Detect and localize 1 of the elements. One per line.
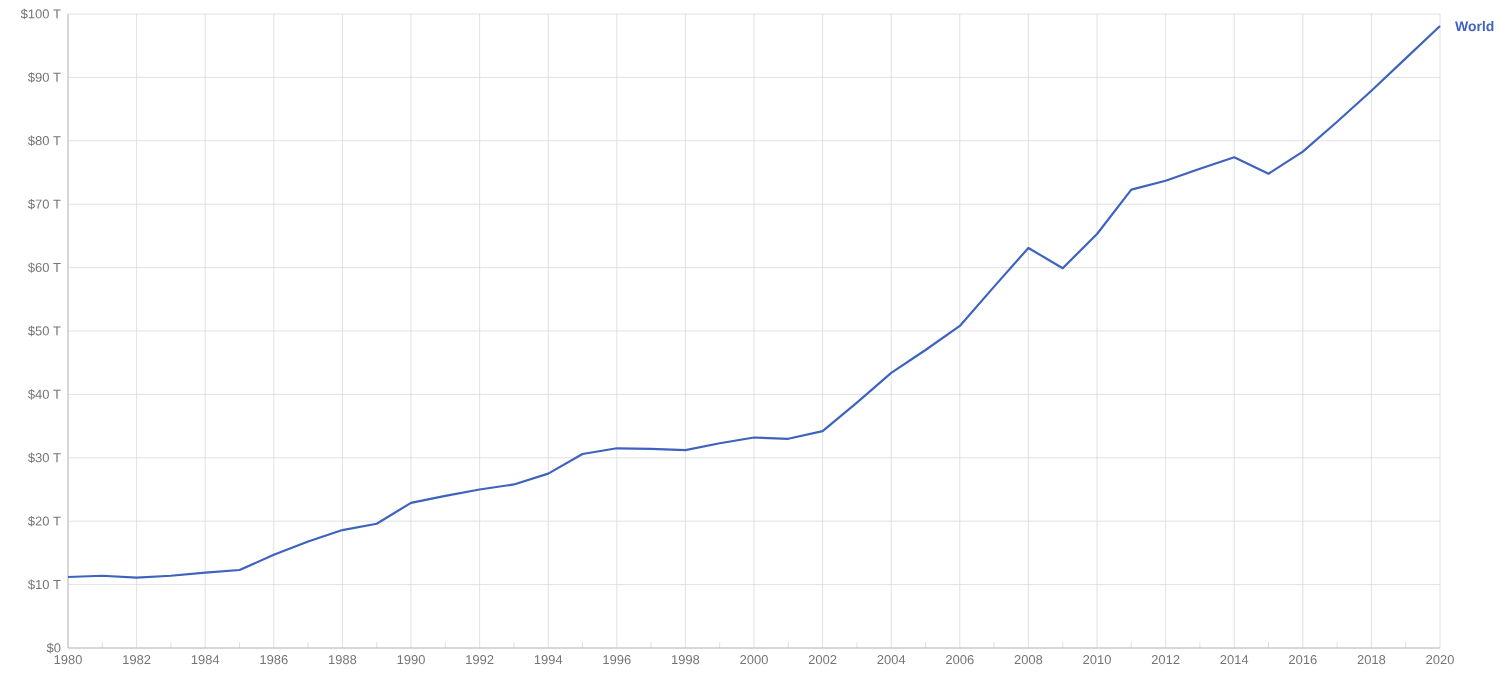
line-series: [66, 24, 1442, 579]
